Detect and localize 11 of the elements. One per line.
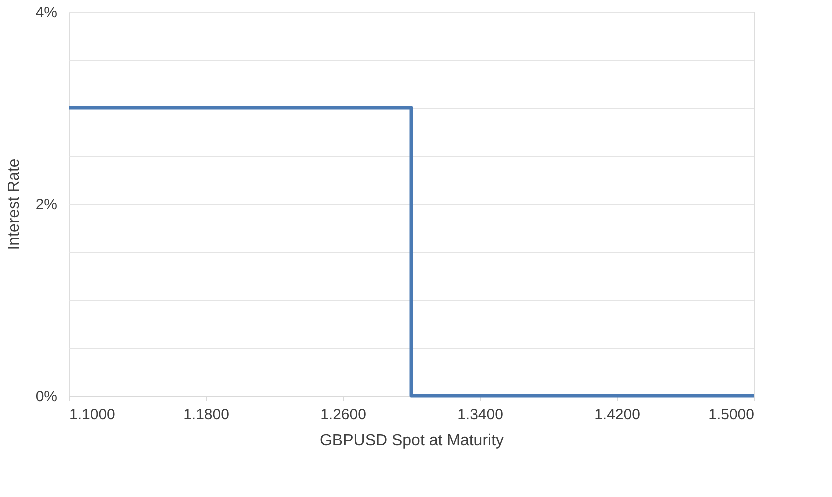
x-tick-label: 1.5000 xyxy=(708,406,754,424)
x-tick-label: 1.1800 xyxy=(184,406,230,424)
x-tick-label: 1.3400 xyxy=(458,406,504,424)
y-tick-label: 2% xyxy=(36,196,58,214)
y-tick-label: 0% xyxy=(36,388,58,406)
x-axis-title: GBPUSD Spot at Maturity xyxy=(320,432,504,450)
x-tick-label: 1.2600 xyxy=(320,406,366,424)
x-tick-label: 1.1000 xyxy=(70,406,116,424)
y-tick-label: 4% xyxy=(36,4,58,22)
y-axis-title: Interest Rate xyxy=(6,158,23,250)
x-tick-label: 1.4200 xyxy=(594,406,640,424)
